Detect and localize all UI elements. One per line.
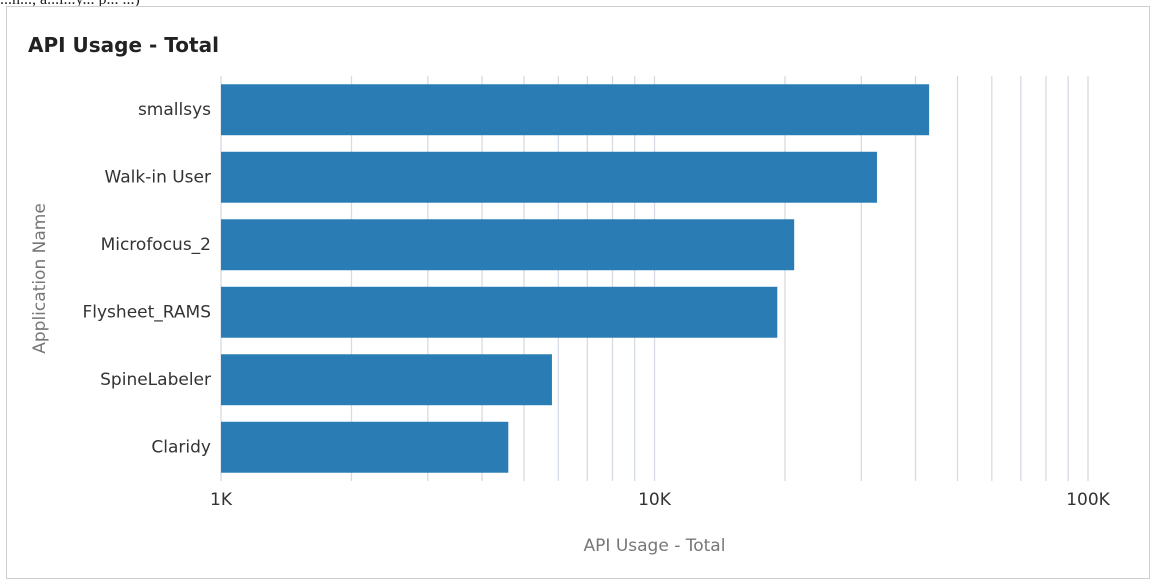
x-tick-label: 100K xyxy=(1066,490,1110,510)
category-label: Walk-in User xyxy=(105,167,212,187)
category-label: SpineLabeler xyxy=(100,370,211,390)
bar xyxy=(221,286,778,338)
x-tick-label: 10K xyxy=(638,490,672,510)
bar xyxy=(221,84,930,136)
bar xyxy=(221,354,552,406)
category-label: Microfocus_2 xyxy=(101,235,211,255)
clipped-header-text: ...h..., a...i...y... p... ...) xyxy=(0,0,140,9)
bar xyxy=(221,151,877,203)
category-label: Flysheet_RAMS xyxy=(83,302,212,322)
bar xyxy=(221,421,509,473)
x-tick-label: 1K xyxy=(210,490,233,510)
bar xyxy=(221,219,795,271)
category-label: Claridy xyxy=(151,437,211,457)
panel-title: API Usage - Total xyxy=(28,33,219,57)
x-axis-title: API Usage - Total xyxy=(584,536,726,556)
category-label: smallsys xyxy=(138,100,211,120)
y-axis-title: Application Name xyxy=(30,203,50,354)
